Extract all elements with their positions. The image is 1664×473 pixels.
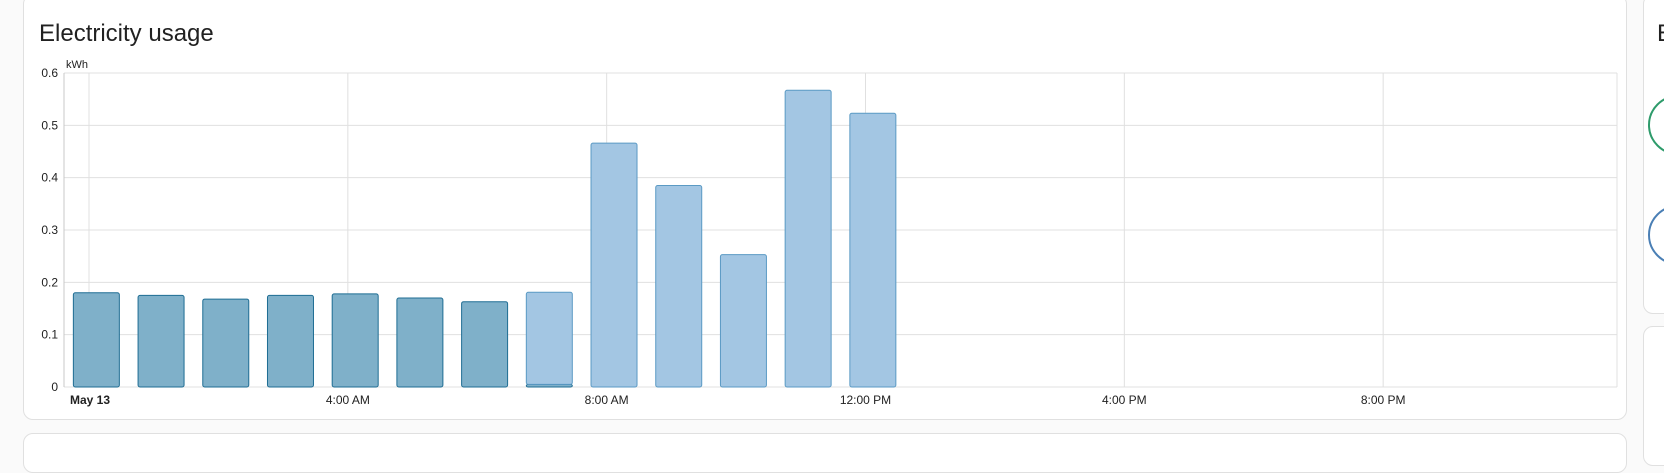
y-tick-label: 0.6 — [41, 66, 58, 80]
bar-06:00-series-0 — [461, 301, 509, 388]
bar-04:00-series-0 — [331, 293, 379, 388]
card-title: Electricity usage — [39, 20, 214, 47]
y-tick-label: 0.1 — [41, 328, 58, 342]
bar-01:00-series-0 — [137, 294, 185, 388]
bar-02:00-series-0 — [202, 298, 250, 388]
bar-05:00-series-0 — [396, 297, 444, 388]
y-axis-unit-label: kWh — [66, 59, 88, 71]
bar-08:00-series-1 — [590, 142, 638, 388]
bar-12:00-series-1 — [849, 112, 897, 388]
y-tick-label: 0 — [51, 380, 58, 394]
y-tick-label: 0.4 — [41, 171, 58, 185]
bar-07:00-series-1 — [525, 291, 573, 385]
x-tick-label: 12:00 PM — [840, 393, 891, 407]
x-tick-label: May 13 — [70, 393, 110, 407]
y-tick-label: 0.3 — [41, 223, 58, 237]
electricity-usage-chart: 0 0.1 0.2 0.3 0.4 0.5 0.6 May 13 4:00 AM 8:00 AM 1… — [41, 59, 1618, 407]
y-tick-label: 0.2 — [41, 275, 58, 289]
bar-03:00-series-0 — [266, 294, 314, 388]
bar-10:00-series-1 — [719, 254, 767, 388]
x-tick-label: 8:00 PM — [1361, 393, 1406, 407]
y-tick-label: 0.5 — [41, 118, 58, 132]
x-tick-label: 8:00 AM — [585, 393, 629, 407]
x-tick-label: 4:00 PM — [1102, 393, 1147, 407]
side-card-title: E — [1657, 20, 1664, 48]
x-tick-label: 4:00 AM — [326, 393, 370, 407]
bar-11:00-series-1 — [784, 89, 832, 388]
bar-09:00-series-1 — [655, 185, 703, 388]
bar-00:00-series-0 — [72, 292, 120, 388]
